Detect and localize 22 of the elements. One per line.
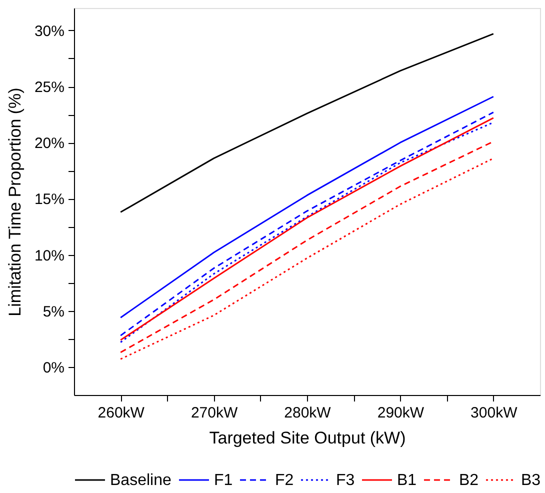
y-tick-label: 5% <box>42 303 64 320</box>
legend-label: F2 <box>275 472 294 489</box>
y-tick-label: 20% <box>34 135 64 152</box>
legend-label: F3 <box>336 472 355 489</box>
x-tick-label: 290kW <box>377 404 425 422</box>
legend-label: F1 <box>214 472 233 489</box>
x-tick-label: 270kW <box>190 404 238 422</box>
y-tick-label: 25% <box>34 79 64 96</box>
y-tick-label: 15% <box>34 191 64 208</box>
y-tick-label: 10% <box>34 247 64 264</box>
x-tick-label: 300kW <box>470 404 518 422</box>
legend-label: B2 <box>459 472 479 489</box>
legend-label: B1 <box>397 472 417 489</box>
y-tick-label: 30% <box>34 22 64 40</box>
legend-label: B3 <box>521 472 541 489</box>
y-axis-title: Limitation Time Proportion (%) <box>5 88 24 316</box>
x-tick-label: 280kW <box>284 404 332 422</box>
x-axis-title: Targeted Site Output (kW) <box>209 428 406 448</box>
legend-label: Baseline <box>110 472 172 489</box>
y-tick-label: 0% <box>42 359 64 376</box>
line-series <box>120 33 494 213</box>
x-tick-label: 260kW <box>98 404 146 422</box>
